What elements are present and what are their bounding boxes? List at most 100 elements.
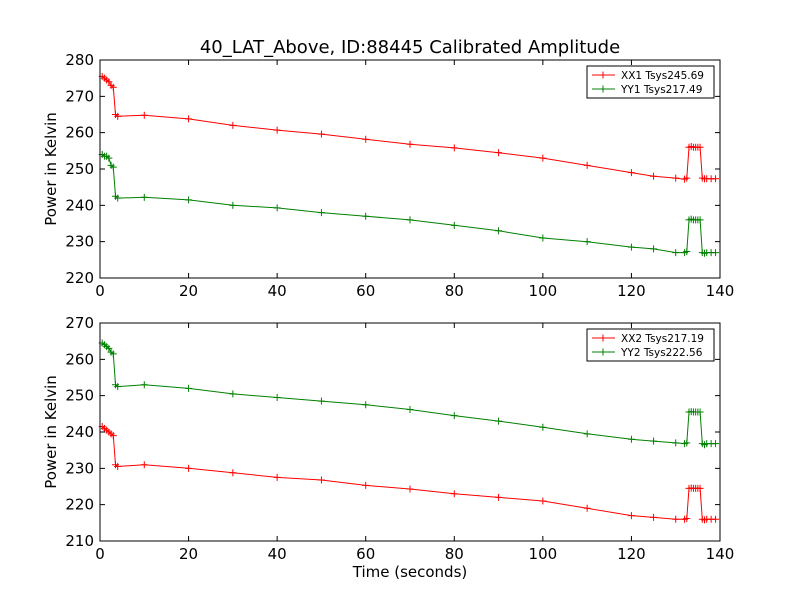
data-point <box>105 78 113 86</box>
series-1 <box>98 423 720 524</box>
data-point <box>317 130 325 138</box>
data-point <box>185 464 193 472</box>
data-point <box>583 161 591 169</box>
data-point <box>672 439 680 447</box>
data-point <box>583 430 591 438</box>
x-tick-label: 0 <box>95 282 105 300</box>
x-tick-label: 140 <box>706 545 735 563</box>
data-point <box>317 397 325 405</box>
y-tick-label: 260 <box>65 124 94 142</box>
x-tick-label: 120 <box>617 545 646 563</box>
y-tick-label: 210 <box>65 532 94 550</box>
data-point <box>712 249 720 257</box>
data-point <box>650 513 658 521</box>
data-point <box>627 512 635 520</box>
data-point <box>140 461 148 469</box>
data-point <box>539 423 547 431</box>
data-point <box>362 401 370 409</box>
x-tick-label: 100 <box>529 545 558 563</box>
data-point <box>406 485 414 493</box>
legend-label: XX2 Tsys217.19 <box>621 333 704 345</box>
data-point <box>627 435 635 443</box>
data-point <box>185 384 193 392</box>
data-point <box>583 504 591 512</box>
data-point <box>672 515 680 523</box>
data-point <box>185 115 193 123</box>
x-tick-label: 60 <box>356 545 375 563</box>
y-tick-label: 240 <box>65 423 94 441</box>
y-tick-label: 220 <box>65 269 94 287</box>
y-tick-label: 270 <box>65 87 94 105</box>
legend-label: YY2 Tsys222.56 <box>620 347 703 359</box>
data-point <box>672 249 680 257</box>
series-line <box>101 154 716 254</box>
y-axis-label: Power in Kelvin <box>42 375 60 489</box>
data-point <box>317 476 325 484</box>
legend-entry: YY2 Tsys222.56 <box>592 347 703 359</box>
data-point <box>450 490 458 498</box>
y-tick-label: 260 <box>65 350 94 368</box>
series-2 <box>98 150 720 257</box>
data-point <box>450 412 458 420</box>
legend-marker <box>599 348 607 356</box>
legend-entry: XX1 Tsys245.69 <box>592 70 704 82</box>
data-point <box>229 121 237 129</box>
data-point <box>109 83 117 91</box>
series-1 <box>98 72 720 183</box>
data-point <box>696 143 704 151</box>
data-point <box>712 175 720 183</box>
x-tick-label: 20 <box>179 545 198 563</box>
legend-marker <box>599 71 607 79</box>
legend: XX2 Tsys217.19 YY2 Tsys222.56 <box>586 328 715 362</box>
data-point <box>683 247 691 255</box>
data-point <box>672 174 680 182</box>
legend-label: XX1 Tsys245.69 <box>621 70 704 82</box>
data-point <box>406 216 414 224</box>
bottom-plot: 0 20 40 60 80 100 120 140 210 220 230 240 250 260 270 P… <box>42 314 734 563</box>
data-point <box>627 243 635 251</box>
y-tick-label: 230 <box>65 459 94 477</box>
legend: XX1 Tsys245.69 YY1 Tsys217.49 <box>586 65 715 99</box>
data-point <box>406 405 414 413</box>
data-point <box>495 417 503 425</box>
data-point <box>362 135 370 143</box>
data-point <box>273 473 281 481</box>
legend-box <box>586 65 715 99</box>
data-point <box>185 196 193 204</box>
x-axis-label: Time (seconds) <box>352 563 468 581</box>
data-point <box>650 437 658 445</box>
data-point <box>229 469 237 477</box>
x-tick-label: 80 <box>445 545 464 563</box>
x-tick-label: 120 <box>617 282 646 300</box>
data-point <box>273 126 281 134</box>
y-axis-label: Power in Kelvin <box>42 112 60 226</box>
data-point <box>495 227 503 235</box>
x-tick-label: 20 <box>179 282 198 300</box>
data-point <box>229 201 237 209</box>
legend-entry: YY1 Tsys217.49 <box>592 84 702 96</box>
data-point <box>539 497 547 505</box>
data-point <box>317 209 325 217</box>
data-point <box>696 216 704 224</box>
data-point <box>114 194 122 202</box>
data-point <box>683 439 691 447</box>
data-point <box>109 432 117 440</box>
data-point <box>495 493 503 501</box>
x-tick-label: 40 <box>268 545 287 563</box>
data-point <box>114 463 122 471</box>
data-point <box>650 245 658 253</box>
legend-marker <box>599 334 607 342</box>
data-point <box>229 390 237 398</box>
data-point <box>105 154 113 162</box>
legend-entry: XX2 Tsys217.19 <box>592 333 704 345</box>
data-point <box>627 169 635 177</box>
chart-title: 40_LAT_Above, ID:88445 Calibrated Amplit… <box>200 37 620 58</box>
legend-label: YY1 Tsys217.49 <box>620 84 702 96</box>
y-tick-label: 270 <box>65 314 94 332</box>
data-point <box>712 440 720 448</box>
data-point <box>273 204 281 212</box>
y-tick-label: 250 <box>65 387 94 405</box>
y-tick-label: 230 <box>65 233 94 251</box>
data-point <box>583 238 591 246</box>
